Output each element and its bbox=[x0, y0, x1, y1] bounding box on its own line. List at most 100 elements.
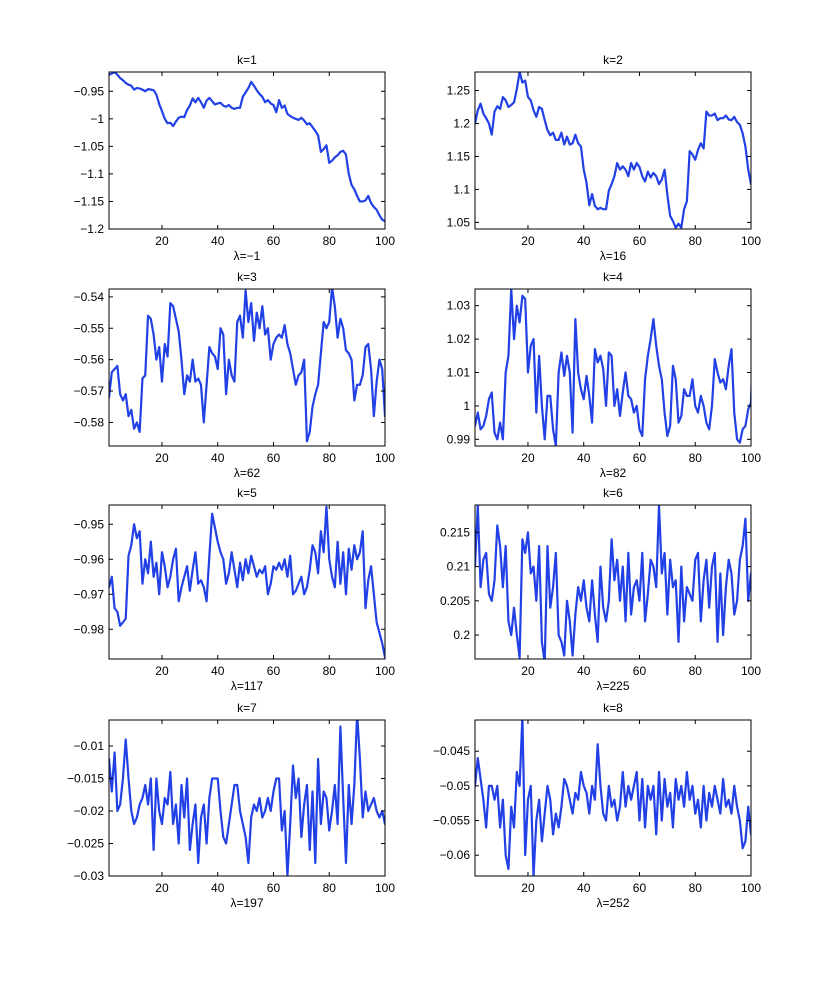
series-line bbox=[109, 505, 385, 659]
axes-frame bbox=[108, 504, 386, 660]
panel-7: 20 40 60 80 100 −0.01 −0.015 −0.02 −0.025 −0.03 k=… bbox=[67, 701, 395, 910]
y-tick-label: −0.56 bbox=[74, 353, 105, 367]
panel-title: k=3 bbox=[237, 270, 257, 284]
y-tick-label: 1.1 bbox=[453, 182, 470, 196]
x-tick-label: 100 bbox=[375, 881, 395, 895]
y-tick-label: −0.95 bbox=[74, 84, 105, 98]
x-tick-label: 60 bbox=[633, 451, 647, 465]
x-tick-label: 80 bbox=[689, 451, 703, 465]
y-tick-label: −0.58 bbox=[74, 415, 105, 429]
panel-4: 20 40 60 80 100 1.03 1.02 1.01 1 0.99 k=4 λ=82 bbox=[447, 270, 762, 480]
x-tick-label: 20 bbox=[155, 664, 169, 678]
panel-title: k=2 bbox=[603, 53, 623, 67]
x-tick-label: 20 bbox=[521, 664, 535, 678]
axes-frame bbox=[474, 504, 752, 660]
series-line bbox=[475, 505, 751, 659]
series-line bbox=[475, 720, 751, 876]
panel-title: k=4 bbox=[603, 270, 623, 284]
y-tick-label: −0.96 bbox=[74, 552, 105, 566]
y-tick-label: −0.54 bbox=[74, 290, 105, 304]
y-tick-label: −0.05 bbox=[440, 779, 471, 793]
x-tick-label: 60 bbox=[267, 451, 281, 465]
panel-xlabel: λ=197 bbox=[230, 896, 263, 910]
series-line bbox=[109, 720, 385, 876]
panel-xlabel: λ=117 bbox=[231, 679, 263, 693]
x-tick-label: 40 bbox=[577, 451, 591, 465]
x-tick-label: 40 bbox=[211, 234, 225, 248]
panel-8: 20 40 60 80 100 −0.045 −0.05 −0.055 −0.06 k=8 λ=25… bbox=[433, 701, 761, 910]
x-tick-label: 40 bbox=[577, 664, 591, 678]
y-tick-label: −0.055 bbox=[433, 814, 470, 828]
y-tick-label: −0.03 bbox=[74, 869, 105, 883]
panel-1: 20 40 60 80 100 −0.95 −1 −1.05 −1.1 −1.15 −1.2 k=1 λ… bbox=[74, 53, 396, 263]
y-tick-label: −0.02 bbox=[74, 804, 105, 818]
y-tick-label: 1.03 bbox=[447, 299, 471, 313]
panel-title: k=6 bbox=[603, 486, 623, 500]
x-tick-label: 60 bbox=[267, 881, 281, 895]
y-tick-label: −1.1 bbox=[80, 167, 104, 181]
x-tick-label: 80 bbox=[689, 234, 703, 248]
y-tick-label: 1.02 bbox=[447, 332, 471, 346]
panel-3: 20 40 60 80 100 −0.54 −0.55 −0.56 −0.57 −0.58 k=3 λ… bbox=[74, 270, 396, 480]
y-tick-label: −0.98 bbox=[74, 622, 105, 636]
y-tick-label: 1 bbox=[463, 399, 470, 413]
panel-xlabel: λ=−1 bbox=[234, 249, 261, 263]
panel-xlabel: λ=62 bbox=[234, 466, 261, 480]
y-tick-label: −0.57 bbox=[74, 384, 105, 398]
axes-frame bbox=[474, 71, 752, 230]
x-tick-label: 60 bbox=[267, 664, 281, 678]
x-tick-label: 100 bbox=[375, 664, 395, 678]
x-tick-label: 60 bbox=[633, 664, 647, 678]
x-tick-label: 20 bbox=[155, 881, 169, 895]
panel-title: k=7 bbox=[237, 701, 257, 715]
x-tick-label: 20 bbox=[155, 234, 169, 248]
x-tick-label: 40 bbox=[577, 881, 591, 895]
series-line bbox=[109, 289, 385, 443]
x-tick-label: 100 bbox=[741, 234, 761, 248]
y-tick-label: 0.215 bbox=[440, 525, 470, 539]
x-tick-label: 80 bbox=[323, 451, 337, 465]
panel-title: k=5 bbox=[237, 486, 257, 500]
x-tick-label: 100 bbox=[741, 451, 761, 465]
y-tick-label: −1 bbox=[90, 112, 104, 126]
x-tick-label: 80 bbox=[689, 881, 703, 895]
x-tick-label: 80 bbox=[323, 664, 337, 678]
panel-xlabel: λ=252 bbox=[596, 896, 629, 910]
y-tick-label: 0.2 bbox=[453, 628, 470, 642]
y-tick-label: −1.15 bbox=[74, 194, 105, 208]
x-tick-label: 40 bbox=[211, 451, 225, 465]
x-tick-label: 20 bbox=[521, 234, 535, 248]
y-tick-label: −1.05 bbox=[74, 139, 105, 153]
y-tick-label: 1.01 bbox=[447, 366, 471, 380]
panel-xlabel: λ=82 bbox=[600, 466, 627, 480]
panel-5: 20 40 60 80 100 −0.95 −0.96 −0.97 −0.98 k=5 λ=117 bbox=[74, 486, 396, 693]
x-tick-label: 100 bbox=[375, 234, 395, 248]
y-tick-label: −0.97 bbox=[74, 587, 105, 601]
axes-frame bbox=[108, 71, 386, 230]
y-tick-label: −0.025 bbox=[67, 837, 104, 851]
axes-frame bbox=[108, 288, 386, 447]
series-line bbox=[475, 72, 751, 229]
x-tick-label: 60 bbox=[267, 234, 281, 248]
y-tick-label: −0.95 bbox=[74, 517, 105, 531]
x-tick-label: 40 bbox=[211, 664, 225, 678]
panel-xlabel: λ=225 bbox=[596, 679, 629, 693]
x-tick-label: 60 bbox=[633, 234, 647, 248]
y-tick-label: −0.045 bbox=[433, 744, 470, 758]
axes-frame bbox=[474, 719, 752, 877]
x-tick-label: 40 bbox=[211, 881, 225, 895]
y-tick-label: −0.01 bbox=[74, 739, 105, 753]
y-tick-label: 0.99 bbox=[447, 432, 471, 446]
x-tick-label: 80 bbox=[323, 234, 337, 248]
y-tick-label: 1.05 bbox=[447, 215, 471, 229]
x-tick-label: 20 bbox=[521, 881, 535, 895]
y-tick-label: 1.25 bbox=[447, 83, 471, 97]
y-tick-label: −0.06 bbox=[440, 848, 471, 862]
y-tick-label: 0.21 bbox=[447, 560, 471, 574]
series-line bbox=[109, 72, 385, 223]
x-tick-label: 100 bbox=[741, 664, 761, 678]
x-tick-label: 20 bbox=[521, 451, 535, 465]
x-tick-label: 40 bbox=[577, 234, 591, 248]
x-tick-label: 100 bbox=[375, 451, 395, 465]
